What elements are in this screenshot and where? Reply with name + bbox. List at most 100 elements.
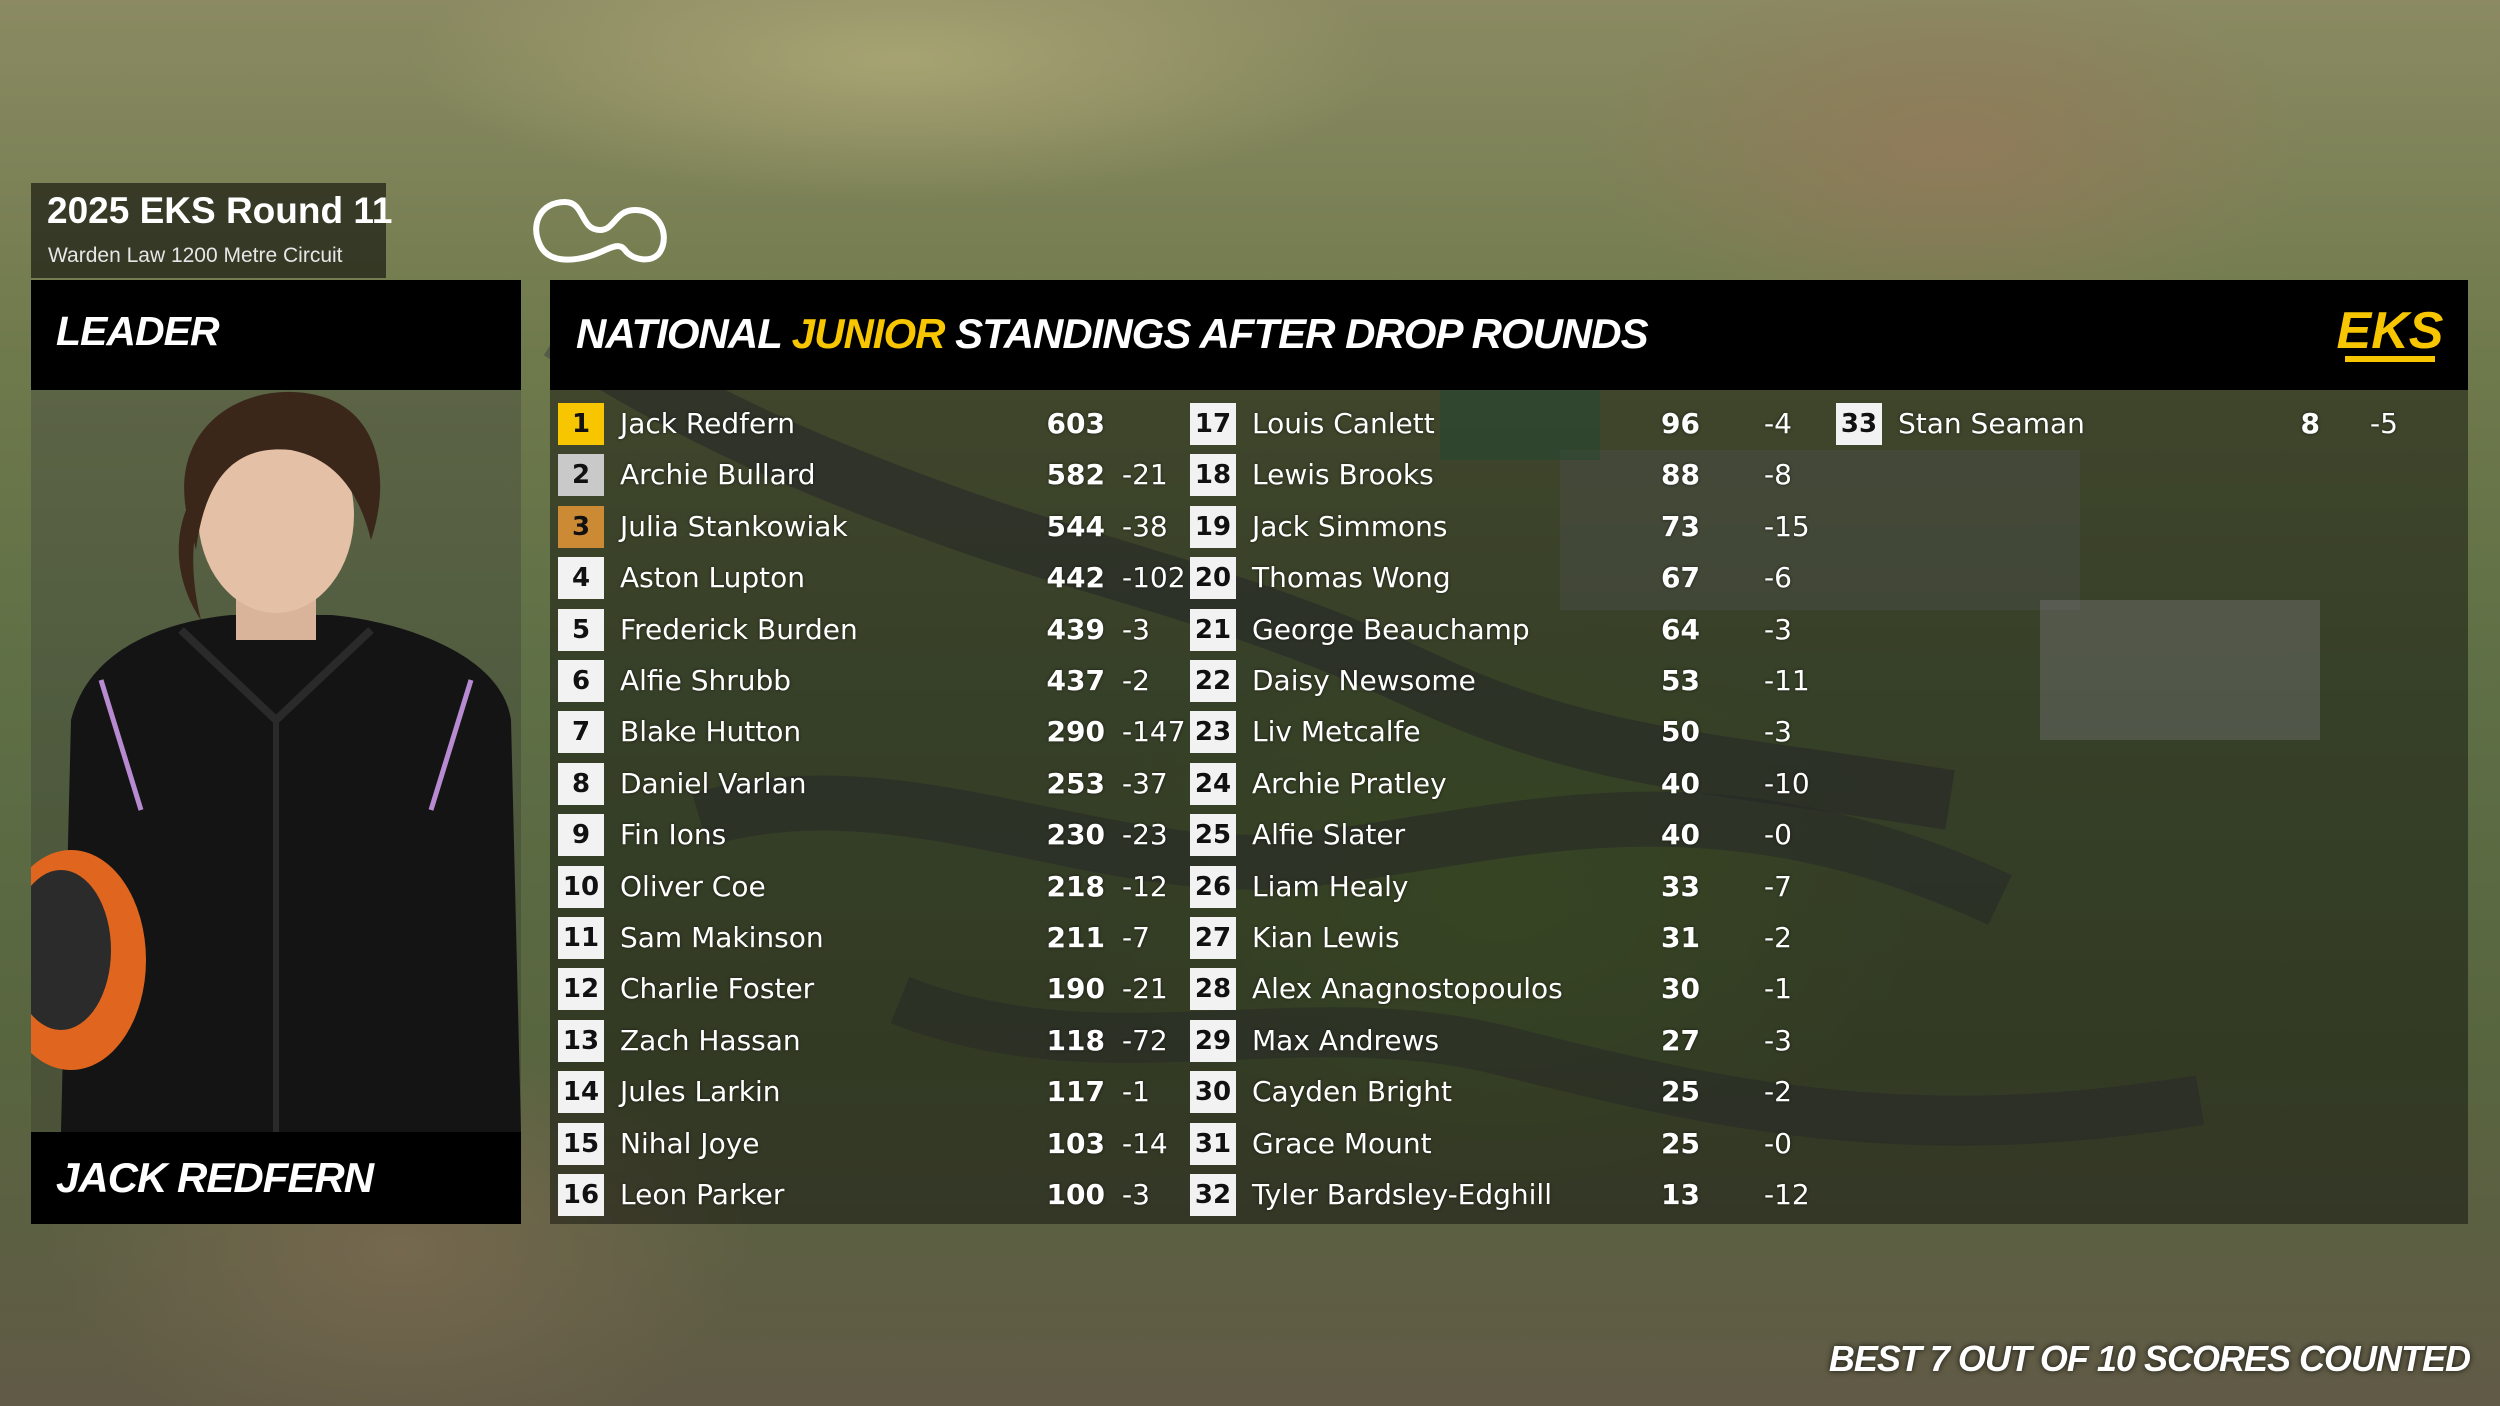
driver-points: 442	[1046, 561, 1105, 595]
standings-row: 2 Archie Bullard 582 -21	[558, 454, 1168, 497]
driver-name: Daniel Varlan	[620, 766, 807, 800]
standings-row: 9 Fin Ions 230 -23	[558, 814, 1168, 857]
standings-row: 12 Charlie Foster 190 -21	[558, 968, 1168, 1011]
driver-points: 40	[1661, 766, 1700, 800]
driver-points: 30	[1661, 972, 1700, 1006]
standings-row: 24 Archie Pratley 40 -10	[1190, 762, 1810, 805]
standings-row: 17 Louis Canlett 96 -4	[1190, 403, 1792, 445]
standings-row: 5 Frederick Burden 439 -3	[558, 608, 1158, 651]
leader-name: JACK REDFERN	[56, 1154, 374, 1201]
leader-label: LEADER	[56, 308, 220, 354]
driver-points: 67	[1661, 561, 1700, 595]
standings-row: 13 Zach Hassan 118 -72	[558, 1019, 1168, 1062]
driver-points: 103	[1046, 1126, 1105, 1160]
driver-points: 53	[1661, 664, 1700, 697]
position-badge: 22	[1190, 660, 1236, 702]
dropped-points: -0	[1764, 818, 1792, 852]
standings-row: 33 Stan Seaman 8 -5	[1836, 403, 2436, 445]
standings-row: 8 Daniel Varlan 253 -37	[558, 762, 1168, 805]
driver-points: 100	[1046, 1178, 1105, 1211]
dropped-points: -23	[1122, 818, 1168, 852]
position-badge: 33	[1836, 403, 1882, 445]
position-badge: 10	[558, 865, 604, 908]
driver-name: Fin Ions	[620, 818, 727, 852]
position-badge: 27	[1190, 917, 1236, 959]
standings-row: 16 Leon Parker 100 -3	[558, 1174, 1158, 1216]
standings-row: 11 Sam Makinson 211 -7	[558, 917, 1158, 959]
driver-points: 117	[1046, 1075, 1105, 1109]
dropped-points: -2	[1764, 921, 1792, 954]
dropped-points: -8	[1764, 458, 1792, 492]
position-badge: 31	[1190, 1122, 1236, 1165]
driver-points: 8	[2300, 407, 2320, 440]
eks-logo: EKS	[2337, 302, 2444, 362]
driver-name: Grace Mount	[1252, 1126, 1432, 1160]
circuit-layout-icon	[533, 199, 667, 263]
position-badge: 15	[558, 1122, 604, 1165]
driver-points: 73	[1661, 509, 1700, 543]
standings-row: 31 Grace Mount 25 -0	[1190, 1122, 1792, 1165]
standings-header	[550, 280, 2468, 390]
dropped-points: -12	[1122, 869, 1168, 903]
dropped-points: -10	[1764, 766, 1810, 800]
position-badge: 13	[558, 1019, 604, 1062]
dropped-points: -38	[1122, 509, 1168, 543]
driver-points: 88	[1661, 458, 1700, 492]
driver-points: 582	[1046, 458, 1105, 492]
standings-row: 10 Oliver Coe 218 -12	[558, 865, 1168, 908]
dropped-points: -37	[1122, 766, 1168, 800]
driver-points: 439	[1046, 612, 1105, 646]
dropped-points: -6	[1764, 561, 1792, 595]
driver-points: 27	[1661, 1023, 1700, 1057]
driver-name: Liv Metcalfe	[1252, 715, 1421, 749]
title-class-highlight: JUNIOR	[791, 310, 946, 357]
driver-name: Jack Simmons	[1252, 509, 1448, 543]
standings-row: 29 Max Andrews 27 -3	[1190, 1019, 1792, 1062]
standings-row: 1 Jack Redfern 603	[558, 403, 1158, 445]
driver-points: 40	[1661, 818, 1700, 852]
driver-name: Julia Stankowiak	[620, 509, 848, 543]
position-badge: 14	[558, 1071, 604, 1114]
leader-name-panel	[31, 1132, 521, 1224]
dropped-points: -12	[1764, 1178, 1810, 1211]
dropped-points: -2	[1122, 664, 1150, 697]
driver-name: Thomas Wong	[1252, 561, 1451, 595]
position-badge: 17	[1190, 403, 1236, 445]
title-suffix: STANDINGS AFTER DROP ROUNDS	[944, 310, 1648, 357]
driver-points: 603	[1046, 407, 1105, 440]
driver-points: 31	[1661, 921, 1700, 954]
driver-points: 25	[1661, 1126, 1700, 1160]
driver-name: Stan Seaman	[1898, 407, 2085, 440]
position-badge: 28	[1190, 968, 1236, 1011]
driver-points: 13	[1661, 1178, 1700, 1211]
driver-points: 25	[1661, 1075, 1700, 1109]
position-badge: 32	[1190, 1174, 1236, 1216]
standings-row: 7 Blake Hutton 290 -147	[558, 711, 1186, 754]
standings-row: 21 George Beauchamp 64 -3	[1190, 608, 1792, 651]
dropped-points: -7	[1122, 921, 1150, 954]
driver-name: Louis Canlett	[1252, 407, 1435, 440]
driver-points: 218	[1046, 869, 1105, 903]
title-prefix: NATIONAL	[576, 310, 792, 357]
driver-points: 33	[1661, 869, 1700, 903]
position-badge: 30	[1190, 1071, 1236, 1114]
position-badge: 21	[1190, 608, 1236, 651]
dropped-points: -21	[1122, 458, 1168, 492]
driver-name: Alfie Slater	[1252, 818, 1406, 852]
driver-name: Charlie Foster	[620, 972, 815, 1006]
driver-name: Zach Hassan	[620, 1023, 801, 1057]
driver-name: Max Andrews	[1252, 1023, 1440, 1057]
standings-row: 28 Alex Anagnostopoulos 30 -1	[1190, 968, 1792, 1011]
standings-row: 20 Thomas Wong 67 -6	[1190, 557, 1792, 600]
driver-points: 211	[1046, 921, 1105, 954]
position-badge: 29	[1190, 1019, 1236, 1062]
driver-points: 50	[1661, 715, 1700, 749]
driver-name: Alex Anagnostopoulos	[1252, 972, 1563, 1006]
event-title: 2025 EKS Round 11	[47, 190, 393, 231]
driver-name: Sam Makinson	[620, 921, 824, 954]
standings-row: 19 Jack Simmons 73 -15	[1190, 505, 1810, 548]
standings-row: 14 Jules Larkin 117 -1	[558, 1071, 1158, 1114]
position-badge: 26	[1190, 865, 1236, 908]
driver-name: Aston Lupton	[620, 561, 805, 595]
driver-name: Kian Lewis	[1252, 921, 1400, 954]
